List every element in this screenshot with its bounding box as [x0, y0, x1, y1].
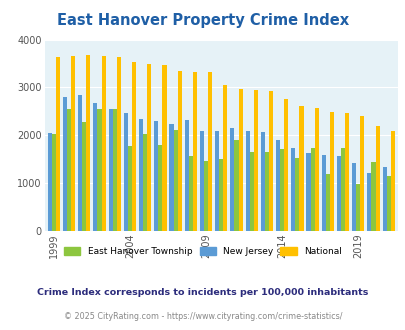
Bar: [215, 130, 219, 231]
Text: Crime Index corresponds to incidents per 100,000 inhabitants: Crime Index corresponds to incidents per…: [37, 287, 368, 297]
Bar: [238, 89, 242, 231]
Bar: [253, 90, 257, 231]
Bar: [234, 140, 238, 231]
Bar: [173, 130, 177, 231]
Bar: [382, 167, 386, 231]
Bar: [336, 156, 340, 231]
Bar: [340, 148, 344, 231]
Bar: [325, 174, 329, 231]
Bar: [367, 173, 371, 231]
Bar: [360, 116, 364, 231]
Bar: [71, 56, 75, 231]
Bar: [329, 112, 333, 231]
Bar: [86, 55, 90, 231]
Bar: [154, 121, 158, 231]
Bar: [112, 110, 117, 231]
Bar: [249, 151, 253, 231]
Bar: [117, 57, 121, 231]
Bar: [97, 109, 101, 231]
Bar: [147, 64, 151, 231]
Bar: [344, 113, 348, 231]
Bar: [67, 109, 71, 231]
Bar: [208, 72, 212, 231]
Bar: [93, 103, 97, 231]
Bar: [230, 128, 234, 231]
Bar: [162, 65, 166, 231]
Text: © 2025 CityRating.com - https://www.cityrating.com/crime-statistics/: © 2025 CityRating.com - https://www.city…: [64, 312, 341, 321]
Bar: [284, 99, 288, 231]
Bar: [47, 133, 51, 231]
Bar: [351, 163, 355, 231]
Bar: [260, 132, 264, 231]
Bar: [386, 177, 390, 231]
Bar: [371, 162, 375, 231]
Bar: [321, 155, 325, 231]
Bar: [128, 146, 132, 231]
Bar: [82, 122, 86, 231]
Bar: [355, 184, 360, 231]
Bar: [143, 134, 147, 231]
Bar: [245, 130, 249, 231]
Bar: [264, 152, 269, 231]
Legend: East Hanover Township, New Jersey, National: East Hanover Township, New Jersey, Natio…: [64, 247, 341, 256]
Bar: [169, 124, 173, 231]
Bar: [184, 120, 188, 231]
Bar: [56, 57, 60, 231]
Bar: [275, 140, 279, 231]
Bar: [290, 148, 294, 231]
Bar: [177, 71, 181, 231]
Bar: [63, 97, 67, 231]
Bar: [203, 161, 208, 231]
Bar: [199, 130, 203, 231]
Bar: [124, 113, 128, 231]
Bar: [223, 85, 227, 231]
Text: East Hanover Property Crime Index: East Hanover Property Crime Index: [57, 13, 348, 28]
Bar: [269, 91, 273, 231]
Bar: [158, 145, 162, 231]
Bar: [375, 126, 379, 231]
Bar: [132, 62, 136, 231]
Bar: [78, 95, 82, 231]
Bar: [299, 106, 303, 231]
Bar: [108, 109, 112, 231]
Bar: [294, 158, 299, 231]
Bar: [279, 149, 284, 231]
Bar: [192, 72, 196, 231]
Bar: [306, 152, 310, 231]
Bar: [314, 108, 318, 231]
Bar: [188, 156, 192, 231]
Bar: [51, 134, 56, 231]
Bar: [219, 159, 223, 231]
Bar: [310, 148, 314, 231]
Bar: [390, 130, 394, 231]
Bar: [101, 56, 105, 231]
Bar: [139, 118, 143, 231]
